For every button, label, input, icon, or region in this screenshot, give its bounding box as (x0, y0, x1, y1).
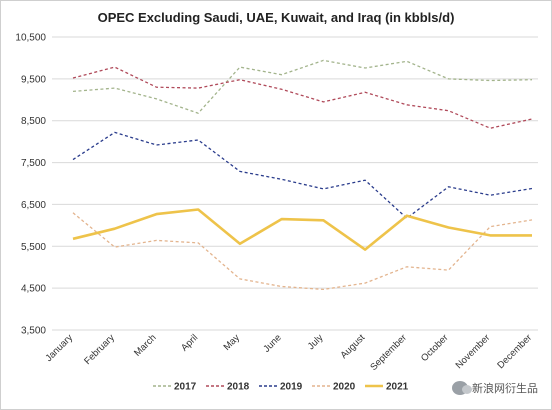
y-tick-label: 5,500 (21, 242, 46, 253)
watermark: 新浪网衍生品 (452, 380, 538, 396)
series-lines (72, 59, 533, 291)
x-axis-ticks: January February March April May June July Augu… (43, 332, 534, 373)
x-tick-label: November (454, 332, 493, 371)
x-tick-label: May (222, 332, 243, 353)
legend-label: 2017 (174, 382, 197, 393)
y-tick-label: 8,500 (21, 116, 46, 127)
grid-lines (52, 36, 538, 331)
chat-bubble-icon (452, 381, 472, 395)
legend-label: 2018 (227, 382, 250, 393)
x-tick-label: March (132, 332, 158, 358)
y-tick-label: 9,500 (21, 74, 46, 85)
y-axis-ticks: 10,500 9,500 8,500 7,500 6,500 5,500 4,500 3,50… (15, 33, 46, 337)
y-tick-label: 6,500 (21, 200, 46, 211)
series-line-2019 (72, 131, 533, 219)
x-tick-label: December (495, 332, 534, 371)
y-tick-label: 3,500 (21, 326, 46, 337)
x-tick-label: September (368, 332, 409, 373)
y-tick-label: 4,500 (21, 284, 46, 295)
x-tick-label: June (261, 332, 283, 354)
series-line-2017 (72, 59, 533, 114)
legend-label: 2019 (280, 382, 303, 393)
watermark-text: 新浪网衍生品 (472, 382, 538, 395)
legend: 2017 2018 2019 2020 2021 (153, 382, 409, 393)
x-tick-label: February (82, 332, 117, 367)
x-tick-label: January (43, 332, 75, 364)
legend-label: 2021 (386, 382, 409, 393)
chart-title: OPEC Excluding Saudi, UAE, Kuwait, and I… (98, 10, 455, 25)
legend-label: 2020 (333, 382, 356, 393)
y-tick-label: 10,500 (15, 33, 46, 44)
series-line-2020 (72, 212, 533, 291)
x-tick-label: July (306, 332, 326, 352)
series-line-2021 (72, 208, 532, 251)
y-tick-label: 7,500 (21, 158, 46, 169)
x-tick-label: October (419, 332, 451, 364)
x-tick-label: August (339, 332, 368, 361)
series-line-2018 (72, 66, 533, 129)
x-tick-label: April (179, 332, 200, 353)
